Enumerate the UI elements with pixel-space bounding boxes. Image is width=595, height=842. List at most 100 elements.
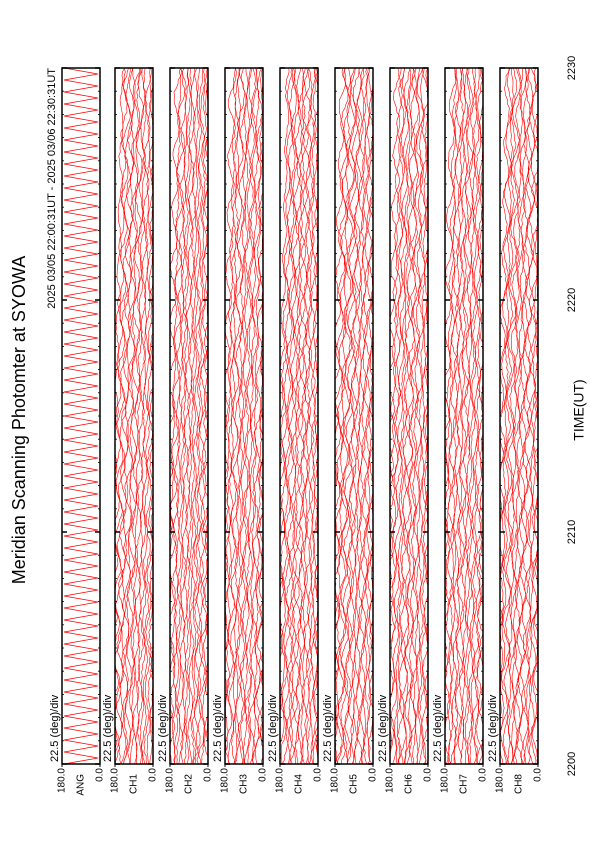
channel-label: CH6 [404,774,415,794]
y-tick-label: 180.0 [330,768,341,793]
subtitle: 2025 03/05 22:00:31UT - 2025 03/06 22:30… [46,68,58,309]
trace [506,68,523,764]
trace [281,68,302,764]
traces [500,68,538,764]
trace [366,68,373,764]
channel-label: CH5 [349,774,360,794]
trace [460,68,478,764]
scale-label: 22.5 (deg)/div [377,694,389,762]
trace [344,68,365,764]
rotated-plot: Meridian Scanning Photomter at SYOWA 202… [9,56,587,796]
trace [465,68,483,764]
trace [190,68,208,764]
trace [135,68,152,764]
y-tick-label: 0.0 [95,768,106,782]
trace [340,68,360,764]
y-tick-label: 180.0 [495,768,506,793]
trace [227,68,247,764]
y-tick-label: 180.0 [165,768,176,793]
trace [196,68,208,764]
trace [300,68,318,764]
scale-label: 22.5 (deg)/div [102,694,114,762]
x-tick-label: 2230 [566,56,578,80]
scale-label: 22.5 (deg)/div [267,694,279,762]
trace [307,68,318,764]
trace [527,68,538,764]
trace [342,68,362,764]
y-tick-label: 0.0 [423,768,434,782]
trace [296,68,317,764]
trace [280,68,297,764]
y-tick-label: 180.0 [110,768,121,793]
trace [141,68,153,764]
trace [120,68,140,764]
trace [185,68,203,764]
scale-label: 22.5 (deg)/div [49,694,61,762]
traces [170,68,208,764]
trace [521,68,538,764]
scale-label: 22.5 (deg)/div [322,694,334,762]
scale-label: 22.5 (deg)/div [212,694,224,762]
y-tick-label: 180.0 [440,768,451,793]
trace [508,68,527,764]
trace [397,68,417,764]
trace [192,68,208,764]
trace [289,68,311,764]
x-tick-label: 2200 [566,752,578,776]
y-tick-label: 0.0 [203,768,214,782]
y-tick-label: 180.0 [220,768,231,793]
title: Meridian Scanning Photomter at SYOWA [9,256,29,584]
trace [390,68,402,764]
trace [251,68,263,764]
trace [304,68,318,764]
trace [408,68,428,764]
channel-label: CH4 [294,774,305,794]
trace [247,68,263,764]
trace [500,68,517,764]
trace [390,68,403,764]
trace [294,68,313,764]
trace [170,68,187,764]
trace [280,68,292,764]
trace [180,68,199,764]
trace [129,68,148,764]
trace [335,68,347,764]
trace [280,68,300,764]
trace [393,68,412,764]
trace [183,68,200,764]
trace [448,68,467,764]
trace [502,68,523,764]
trace [300,68,318,764]
trace [139,68,153,764]
trace [416,68,428,764]
trace [115,68,126,764]
trace [118,68,136,764]
traces [335,68,373,764]
trace [453,68,475,764]
channel-label: CH2 [184,774,195,794]
trace [353,68,373,764]
trace [170,68,182,764]
y-tick-label: 180.0 [57,768,68,793]
x-axis-label: TIME(UT) [571,379,587,440]
trace [308,68,318,764]
trace [233,68,251,764]
trace [470,68,483,764]
y-tick-label: 0.0 [313,768,324,782]
trace [513,68,534,764]
trace [225,68,246,764]
trace [244,68,263,764]
trace [462,68,480,764]
trace [361,68,373,764]
y-tick-label: 0.0 [148,768,159,782]
trace [234,68,253,764]
trace [115,68,131,764]
trace [335,68,356,764]
scale-label: 22.5 (deg)/div [487,694,499,762]
trace [445,68,463,764]
trace [346,68,367,764]
trace [290,68,313,764]
trace [127,68,146,764]
